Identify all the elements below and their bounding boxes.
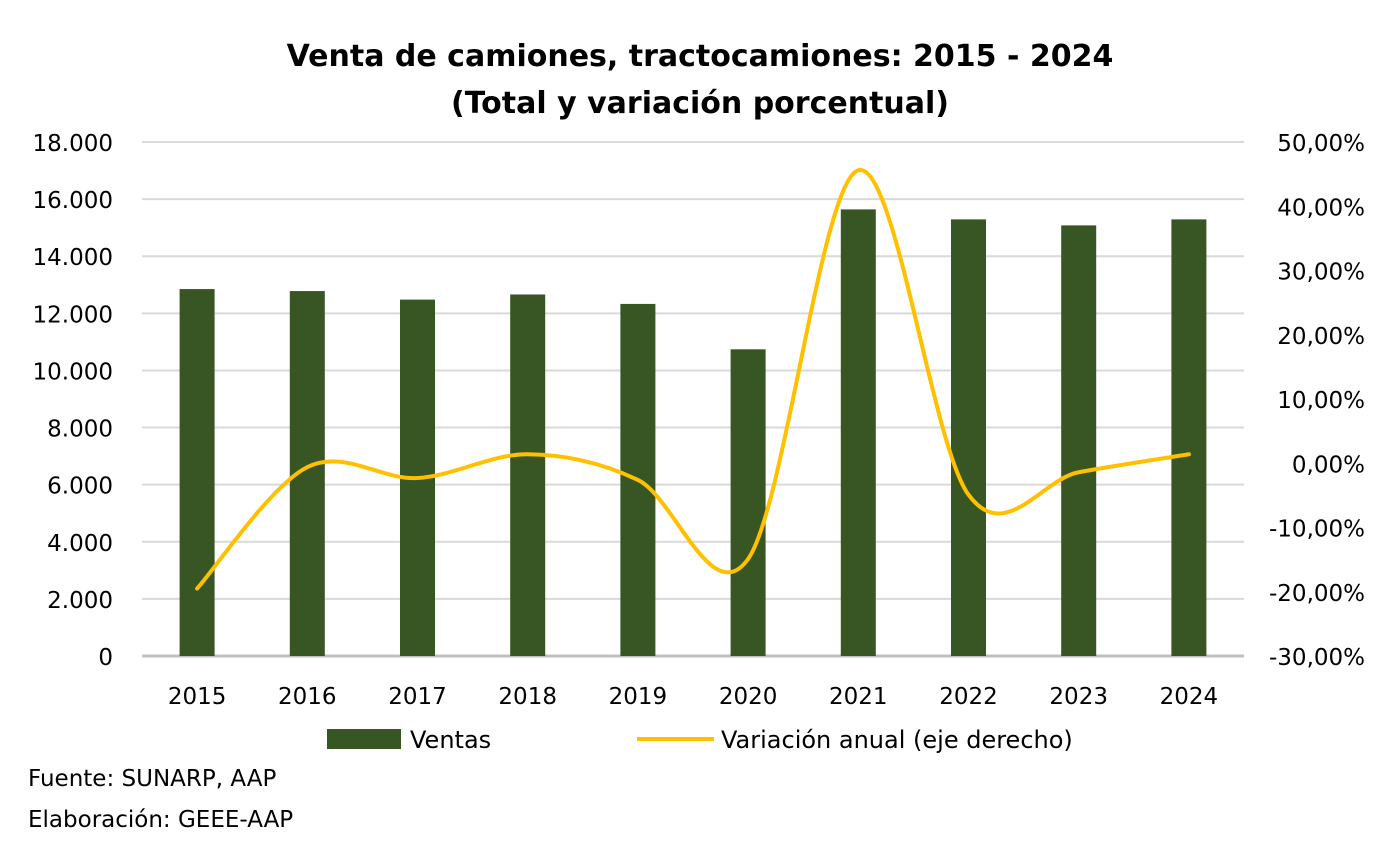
left-axis-tick-label: 16.000 <box>33 188 113 214</box>
right-axis-tick-label: -10,00% <box>1269 517 1365 543</box>
right-axis-tick-label: 20,00% <box>1277 324 1365 350</box>
gridlines <box>142 141 1244 658</box>
left-axis-tick-label: 6.000 <box>47 474 113 500</box>
chart-title: Venta de camiones, tractocamiones: 2015 … <box>287 39 1114 74</box>
legend-label-variacion: Variación anual (eje derecho) <box>721 726 1073 754</box>
bar-series-ventas <box>179 209 1207 657</box>
left-axis-tick-label: 10.000 <box>33 359 113 385</box>
right-axis-tick-label: 10,00% <box>1277 388 1365 414</box>
legend-swatch-ventas <box>327 729 401 749</box>
right-axis-tick-label: -30,00% <box>1269 645 1365 671</box>
x-axis-tick-label: 2024 <box>1160 684 1219 710</box>
right-axis-tick-label: 30,00% <box>1277 260 1365 286</box>
right-axis-tick-label: 0,00% <box>1292 452 1365 478</box>
left-axis-tick-labels: 0 2.000 4.000 6.000 8.000 10.000 12.000 14.000 1… <box>33 131 113 671</box>
x-axis-tick-label: 2018 <box>498 684 557 710</box>
legend-label-ventas: Ventas <box>410 726 491 754</box>
x-axis-tick-labels: 2015 2016 2017 2018 2019 2020 2021 2022 2023 2024 <box>168 684 1218 710</box>
x-axis-tick-label: 2016 <box>278 684 337 710</box>
source-note: Fuente: SUNARP, AAP <box>28 766 277 792</box>
legend: Ventas Variación anual (eje derecho) <box>327 726 1073 754</box>
x-axis-tick-label: 2015 <box>168 684 227 710</box>
line-series-variacion <box>195 168 1191 591</box>
left-axis-tick-label: 8.000 <box>47 417 113 443</box>
x-axis-tick-label: 2019 <box>609 684 668 710</box>
elaboration-note: Elaboración: GEEE-AAP <box>28 807 294 833</box>
x-axis-tick-label: 2023 <box>1049 684 1108 710</box>
bar-ventas-2015 <box>179 289 215 656</box>
left-axis-tick-label: 14.000 <box>33 245 113 271</box>
bar-ventas-2024 <box>1171 219 1207 656</box>
line-variacion-anual <box>195 168 1191 591</box>
bar-ventas-2018 <box>510 294 546 656</box>
x-axis-tick-label: 2021 <box>829 684 888 710</box>
right-axis-tick-label: 40,00% <box>1277 195 1365 221</box>
left-axis-tick-label: 12.000 <box>33 302 113 328</box>
x-axis-tick-label: 2017 <box>388 684 447 710</box>
right-axis-tick-label: -20,00% <box>1269 581 1365 607</box>
right-axis-tick-labels: -30,00% -20,00% -10,00% 0,00% 10,00% 20,00% 30… <box>1269 131 1365 671</box>
left-axis-tick-label: 2.000 <box>47 588 113 614</box>
bar-ventas-2022 <box>951 219 986 656</box>
left-axis-tick-label: 18.000 <box>33 131 113 157</box>
x-axis-tick-label: 2022 <box>939 684 998 710</box>
bar-ventas-2020 <box>730 349 766 656</box>
x-axis-tick-label: 2020 <box>719 684 778 710</box>
chart-subtitle: (Total y variación porcentual) <box>451 86 949 121</box>
left-axis-tick-label: 4.000 <box>47 531 113 557</box>
left-axis-tick-label: 0 <box>98 645 113 671</box>
bar-ventas-2023 <box>1061 225 1097 657</box>
right-axis-tick-label: 50,00% <box>1277 131 1365 157</box>
bar-ventas-2021 <box>840 209 876 656</box>
